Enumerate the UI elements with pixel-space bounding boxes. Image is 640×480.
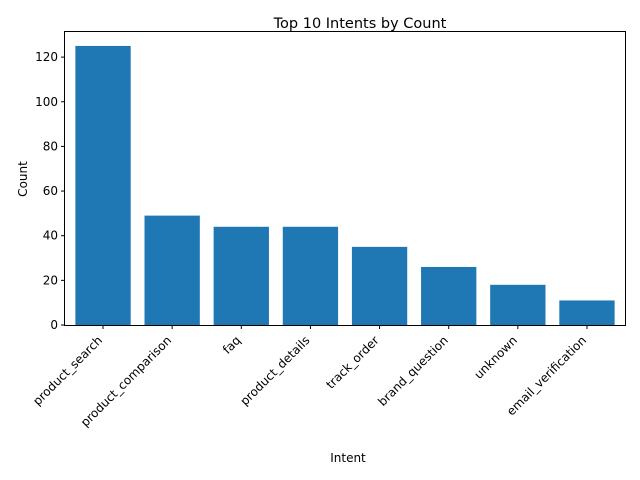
y-tick-label: 20 bbox=[43, 273, 58, 287]
bar-product_comparison bbox=[144, 215, 200, 325]
x-tick-label: product_details bbox=[238, 333, 313, 408]
x-tick-label: product_search bbox=[30, 333, 105, 408]
y-axis: 0 20 40 60 80 100 120 bbox=[35, 50, 65, 332]
y-tick-label: 60 bbox=[43, 184, 58, 198]
y-axis-label: Count bbox=[16, 161, 30, 197]
chart-title: Top 10 Intents by Count bbox=[273, 16, 447, 32]
bar-product_details bbox=[282, 226, 339, 325]
y-tick-label: 40 bbox=[43, 229, 58, 243]
x-axis-label: Intent bbox=[330, 451, 366, 465]
y-tick-label: 120 bbox=[35, 50, 58, 64]
y-tick-label: 100 bbox=[35, 95, 58, 109]
x-tick-label: brand_question bbox=[375, 333, 451, 409]
bar-email_verification bbox=[559, 300, 615, 325]
bar-brand_question bbox=[421, 266, 477, 325]
bar-product_search bbox=[75, 45, 131, 325]
x-tick-label: faq bbox=[220, 333, 243, 356]
bars-group bbox=[75, 45, 615, 325]
bar-faq bbox=[213, 226, 269, 325]
y-tick-label: 80 bbox=[43, 139, 58, 153]
bar-track_order bbox=[351, 246, 408, 325]
x-tick-label: track_order bbox=[323, 333, 381, 391]
y-tick-label: 0 bbox=[50, 318, 58, 332]
bar-unknown bbox=[490, 284, 546, 325]
x-tick-label: unknown bbox=[472, 333, 520, 381]
plot-frame bbox=[64, 31, 626, 326]
